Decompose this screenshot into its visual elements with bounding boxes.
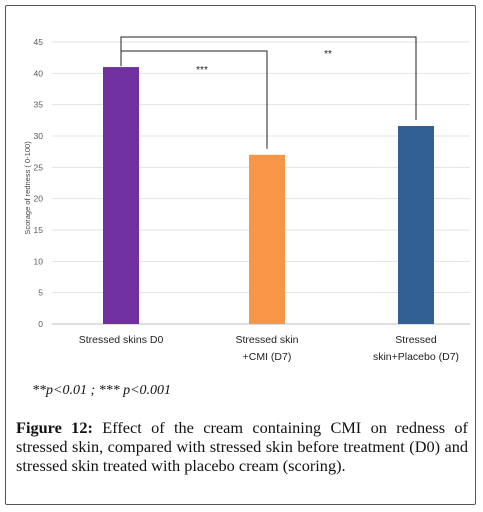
bar-2 bbox=[249, 155, 285, 324]
y-tick-label: 0 bbox=[38, 319, 43, 329]
y-tick-label: 10 bbox=[34, 256, 44, 266]
significance-bracket bbox=[121, 51, 267, 149]
caption-label: Figure 12: bbox=[16, 418, 93, 437]
category-label: skin+Placebo (D7) bbox=[373, 351, 459, 363]
significance-note: **p<0.01 ; *** p<0.001 bbox=[32, 383, 171, 399]
y-tick-label: 20 bbox=[34, 194, 44, 204]
y-tick-label: 25 bbox=[34, 162, 44, 172]
y-tick-label: 40 bbox=[34, 68, 44, 78]
significance-label: *** bbox=[196, 65, 208, 76]
category-label: +CMI (D7) bbox=[243, 351, 292, 363]
y-tick-label: 30 bbox=[34, 131, 44, 141]
significance-label: ** bbox=[324, 49, 332, 60]
category-label: Stressed skins D0 bbox=[79, 334, 164, 346]
category-label: Stressed skin bbox=[235, 334, 298, 346]
y-tick-label: 5 bbox=[38, 288, 43, 298]
y-axis-label: Scorage of redness ( 0-100) bbox=[23, 141, 32, 235]
bar-chart: 0 5 10 15 20 25 30 35 40 45 Scorage of redness ( 0… bbox=[0, 0, 483, 380]
y-tick-label: 45 bbox=[34, 37, 44, 47]
y-tick-label: 35 bbox=[34, 100, 44, 110]
y-tick-label: 15 bbox=[34, 225, 44, 235]
category-label: Stressed bbox=[395, 334, 437, 346]
bar-3 bbox=[398, 126, 434, 324]
figure-caption: Figure 12: Effect of the cream containin… bbox=[16, 418, 468, 475]
bar-1 bbox=[103, 67, 139, 324]
significance-bracket bbox=[121, 37, 416, 120]
